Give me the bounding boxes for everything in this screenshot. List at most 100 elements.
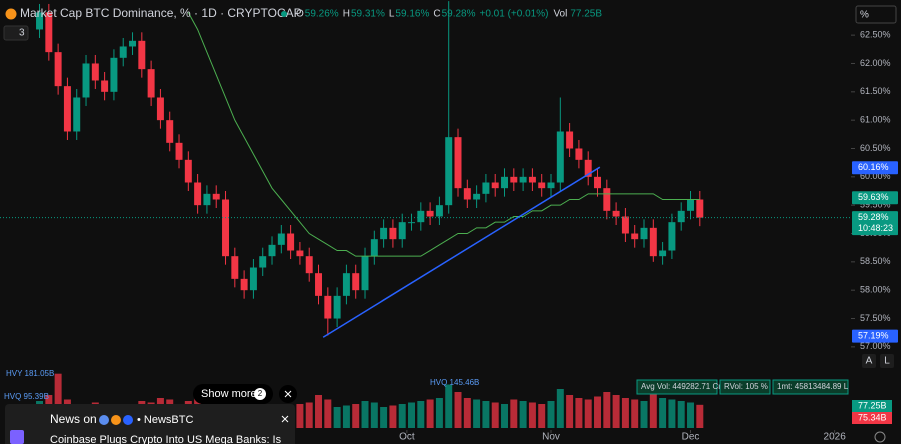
volume-label: 77.25B xyxy=(858,400,887,410)
volume-bar xyxy=(435,398,443,428)
candle-body xyxy=(612,210,620,217)
news-icon xyxy=(123,415,133,425)
ohlc-value: 59.31% xyxy=(351,9,385,20)
candle-body xyxy=(352,273,360,291)
x-tick-label: 2026 xyxy=(824,432,847,443)
candle-body xyxy=(101,80,109,92)
volume-bar xyxy=(547,401,555,428)
volume-bar xyxy=(556,389,564,428)
candle-body xyxy=(82,63,90,98)
symbol-title: Market Cap BTC Dominance, % · 1D · CRYPT… xyxy=(20,6,302,20)
candle-body xyxy=(73,97,81,132)
candle-body xyxy=(333,295,341,319)
candle-body xyxy=(54,52,62,87)
news-headline: Coinbase Plugs Crypto Into US Mega Banks… xyxy=(50,434,282,444)
news-avatar xyxy=(10,430,24,444)
volume-bar xyxy=(398,404,406,428)
ohlc-key: H xyxy=(343,9,350,20)
price-label-box xyxy=(852,329,898,343)
close-news[interactable] xyxy=(281,415,289,423)
volume-bar xyxy=(631,399,639,428)
volume-label-box xyxy=(852,400,892,412)
volume-bar xyxy=(445,384,453,428)
volume-bar xyxy=(677,401,685,428)
volume-bar xyxy=(333,407,341,428)
candle-body xyxy=(649,227,657,257)
candle-body xyxy=(631,233,639,240)
candle-body xyxy=(166,120,174,143)
candle-body xyxy=(501,176,509,189)
volume-bar xyxy=(687,402,694,428)
candle-body xyxy=(287,233,295,251)
candle-body xyxy=(435,205,443,217)
y-tick-label: 62.50% xyxy=(860,30,891,40)
candle-body xyxy=(129,40,137,47)
volume-bar xyxy=(491,402,499,428)
volume-bar xyxy=(519,401,527,428)
volume-bar xyxy=(305,402,313,428)
close-icon xyxy=(284,390,292,398)
log-button[interactable] xyxy=(880,354,894,368)
candle-body xyxy=(212,193,220,200)
candle-body xyxy=(203,193,211,206)
avg-vol: Avg Vol: 449282.71 Cr xyxy=(641,382,721,391)
volume-label-box xyxy=(852,412,892,424)
show-more-button[interactable] xyxy=(193,384,273,404)
candle-body xyxy=(677,210,685,223)
volume-bar xyxy=(566,395,574,428)
candle-body xyxy=(584,159,592,177)
x-tick-label: Dec xyxy=(682,432,700,443)
candle-body xyxy=(45,12,53,53)
volume-bar xyxy=(370,402,378,428)
candle-body xyxy=(668,222,676,251)
auto-label: A xyxy=(866,356,873,367)
candle-body xyxy=(305,256,313,274)
scale-button[interactable] xyxy=(855,5,897,24)
volume-bar xyxy=(640,401,648,428)
volume-bar xyxy=(342,405,350,428)
y-tick-label: 57.50% xyxy=(860,313,891,323)
volume-bar xyxy=(584,399,592,428)
log-label: L xyxy=(884,356,890,367)
ohlc-value: 59.28% xyxy=(442,9,476,20)
volume-bar xyxy=(361,401,369,428)
volume-bar xyxy=(528,402,536,428)
y-tick-label: 61.00% xyxy=(860,115,891,125)
y-tick-label: 61.50% xyxy=(860,86,891,96)
y-tick-label: 60.50% xyxy=(860,143,891,153)
rvol-box xyxy=(719,379,771,395)
news-card[interactable] xyxy=(5,404,295,444)
ohlc-value: 59.26% xyxy=(305,9,339,20)
candle-body xyxy=(408,222,416,224)
settings-icon[interactable] xyxy=(874,431,886,443)
candle-body xyxy=(110,57,118,92)
volume-bar xyxy=(575,398,583,428)
price-label: 60.16% xyxy=(858,162,889,172)
auto-button[interactable] xyxy=(862,354,876,368)
ohlc-key: L xyxy=(389,9,395,20)
volume-bar xyxy=(54,373,62,428)
candle-body xyxy=(324,295,332,319)
candle-body xyxy=(249,267,257,291)
change: +0.01 (+0.01%) xyxy=(480,9,549,20)
candle-body xyxy=(231,256,239,279)
candle-body xyxy=(482,182,490,194)
volume-bar xyxy=(510,399,518,428)
volume-bar xyxy=(603,392,611,428)
x-tick-label: Nov xyxy=(542,432,560,443)
avg-vol-box xyxy=(636,379,718,395)
candle-body xyxy=(380,227,388,240)
volume-bar xyxy=(454,392,462,428)
y-tick-label: 58.00% xyxy=(860,285,891,295)
volume-bar xyxy=(482,401,490,428)
candle-body xyxy=(473,193,481,200)
indicator-toggle[interactable] xyxy=(3,25,29,41)
show-more-label: Show more xyxy=(201,388,257,400)
y-tick-label: 60.00% xyxy=(860,171,891,181)
candle-body xyxy=(687,199,694,211)
volume-bar xyxy=(668,399,676,428)
candle-body xyxy=(621,216,629,234)
candle-body xyxy=(361,256,369,291)
